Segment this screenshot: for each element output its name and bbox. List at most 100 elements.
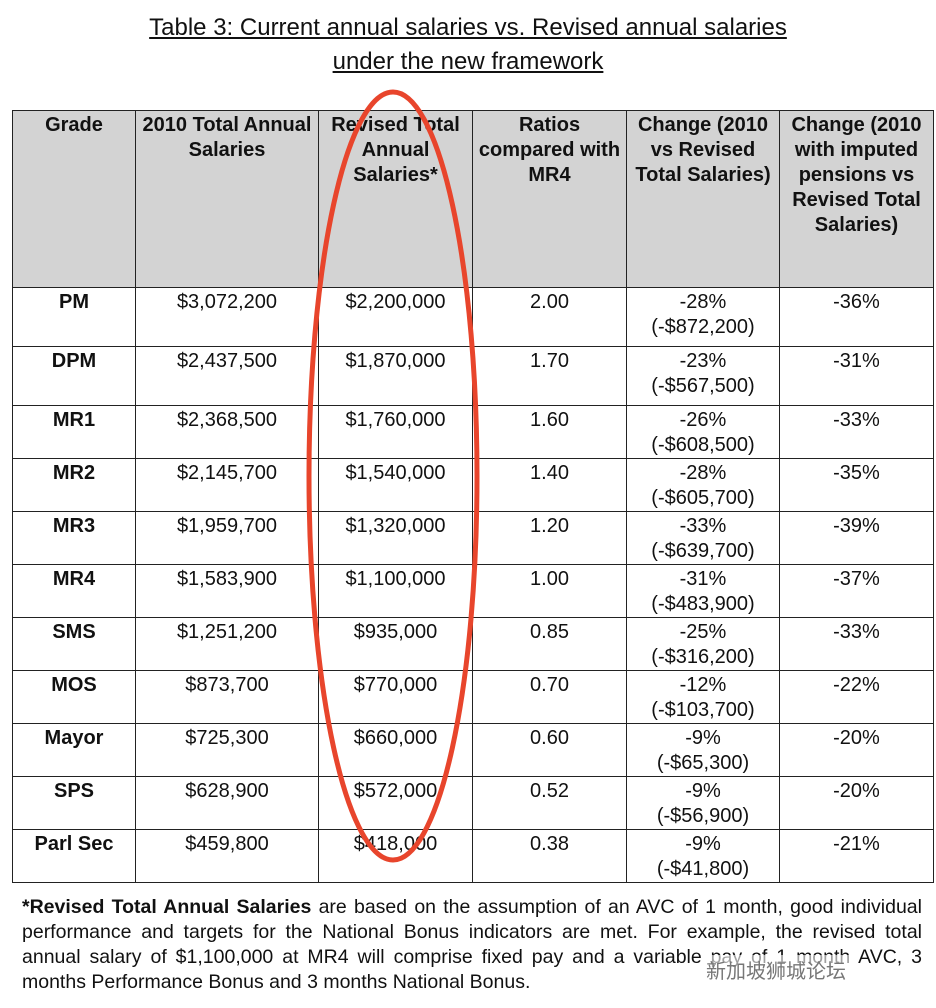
grade-cell: MR4: [12, 564, 136, 618]
cell: -12% (-$103,700): [626, 670, 780, 724]
change-amount: (-$639,700): [651, 540, 755, 562]
change-percent: -33%: [679, 515, 727, 537]
change-percent: -28%: [679, 462, 727, 484]
change-amount: (-$65,300): [656, 752, 750, 774]
cell: -39%: [779, 511, 934, 565]
cell: 0.85: [472, 617, 627, 671]
cell: $2,437,500: [135, 346, 319, 406]
footnote-bold: *Revised Total Annual Salaries: [22, 896, 312, 918]
cell: -33% (-$639,700): [626, 511, 780, 565]
cell: -9% (-$65,300): [626, 723, 780, 777]
cell: $572,000: [318, 776, 473, 830]
column-header: Change (2010 with imputed pensions vs Re…: [779, 110, 934, 288]
cell: $459,800: [135, 829, 319, 883]
cell: $1,959,700: [135, 511, 319, 565]
grade-cell: SMS: [12, 617, 136, 671]
cell: -33%: [779, 617, 934, 671]
cell: -31%: [779, 346, 934, 406]
cell: -20%: [779, 723, 934, 777]
grade-cell: MR2: [12, 458, 136, 512]
change-percent: -25%: [679, 621, 727, 643]
table-row: SPS $628,900 $572,000 0.52 -9% (-$56,900) -20%: [12, 776, 934, 830]
table-row: PM $3,072,200 $2,200,000 2.00 -28% (-$872,200…: [12, 287, 934, 347]
cell: $770,000: [318, 670, 473, 724]
footnote-text: are based on the assumption of an AVC of…: [22, 896, 922, 993]
cell: $660,000: [318, 723, 473, 777]
cell: -9% (-$41,800): [626, 829, 780, 883]
table-row: Parl Sec $459,800 $418,000 0.38 -9% (-$41,800…: [12, 829, 934, 883]
cell: -37%: [779, 564, 934, 618]
change-amount: (-$872,200): [651, 316, 755, 338]
cell: 0.70: [472, 670, 627, 724]
cell: $725,300: [135, 723, 319, 777]
column-header: Change (2010 vs Revised Total Salaries): [626, 110, 780, 288]
cell: $1,540,000: [318, 458, 473, 512]
cell: -25% (-$316,200): [626, 617, 780, 671]
cell: $1,760,000: [318, 405, 473, 459]
change-percent: -28%: [679, 291, 727, 313]
cell: -36%: [779, 287, 934, 347]
cell: $2,145,700: [135, 458, 319, 512]
column-header: Ratios compared with MR4: [472, 110, 627, 288]
cell: $873,700: [135, 670, 319, 724]
salary-table: Grade 2010 Total Annual Salaries Revised T…: [12, 110, 934, 883]
cell: $1,251,200: [135, 617, 319, 671]
change-percent: -23%: [679, 350, 727, 372]
change-percent: -26%: [679, 409, 727, 431]
cell: 0.38: [472, 829, 627, 883]
change-percent: -31%: [679, 568, 727, 590]
change-amount: (-$316,200): [651, 646, 755, 668]
table-row: MR2 $2,145,700 $1,540,000 1.40 -28% (-$605,70…: [12, 458, 934, 512]
grade-cell: DPM: [12, 346, 136, 406]
table-row: MOS $873,700 $770,000 0.70 -12% (-$103,700) -2…: [12, 670, 934, 724]
table-row: MR4 $1,583,900 $1,100,000 1.00 -31% (-$483,90…: [12, 564, 934, 618]
footnote: *Revised Total Annual Salaries are based…: [22, 895, 922, 995]
cell: 1.70: [472, 346, 627, 406]
cell: 1.20: [472, 511, 627, 565]
change-percent: -9%: [685, 833, 721, 855]
change-amount: (-$483,900): [651, 593, 755, 615]
cell: -21%: [779, 829, 934, 883]
change-amount: (-$56,900): [656, 805, 750, 827]
title: under the new framework: [332, 48, 604, 75]
table-row: SMS $1,251,200 $935,000 0.85 -25% (-$316,200)…: [12, 617, 934, 671]
cell: $418,000: [318, 829, 473, 883]
cell: -9% (-$56,900): [626, 776, 780, 830]
cell: 2.00: [472, 287, 627, 347]
cell: -28% (-$872,200): [626, 287, 780, 347]
cell: $1,870,000: [318, 346, 473, 406]
cell: $628,900: [135, 776, 319, 830]
grade-cell: MR1: [12, 405, 136, 459]
table-row: MR3 $1,959,700 $1,320,000 1.20 -33% (-$639,70…: [12, 511, 934, 565]
cell: $935,000: [318, 617, 473, 671]
cell: 1.40: [472, 458, 627, 512]
cell: -26% (-$608,500): [626, 405, 780, 459]
cell: 1.60: [472, 405, 627, 459]
cell: $1,583,900: [135, 564, 319, 618]
grade-cell: MR3: [12, 511, 136, 565]
cell: -22%: [779, 670, 934, 724]
header-row: Grade 2010 Total Annual Salaries Revised T…: [12, 110, 934, 288]
grade-cell: PM: [12, 287, 136, 347]
cell: -33%: [779, 405, 934, 459]
table-row: DPM $2,437,500 $1,870,000 1.70 -23% (-$567,50…: [12, 346, 934, 406]
column-header: 2010 Total Annual Salaries: [135, 110, 319, 288]
grade-cell: SPS: [12, 776, 136, 830]
change-amount: (-$608,500): [651, 434, 755, 456]
change-percent: -9%: [685, 727, 721, 749]
cell: $1,320,000: [318, 511, 473, 565]
watermark: 新加坡狮城论坛: [702, 955, 850, 984]
change-amount: (-$41,800): [656, 858, 750, 880]
table-row: Mayor $725,300 $660,000 0.60 -9% (-$65,300) -2…: [12, 723, 934, 777]
grade-cell: Mayor: [12, 723, 136, 777]
cell: -28% (-$605,700): [626, 458, 780, 512]
cell: -35%: [779, 458, 934, 512]
cell: $3,072,200: [135, 287, 319, 347]
title: Table 3: Current annual salaries vs. Rev…: [149, 14, 787, 41]
cell: 1.00: [472, 564, 627, 618]
grade-cell: MOS: [12, 670, 136, 724]
cell: $2,368,500: [135, 405, 319, 459]
cell: -23% (-$567,500): [626, 346, 780, 406]
change-percent: -9%: [685, 780, 721, 802]
